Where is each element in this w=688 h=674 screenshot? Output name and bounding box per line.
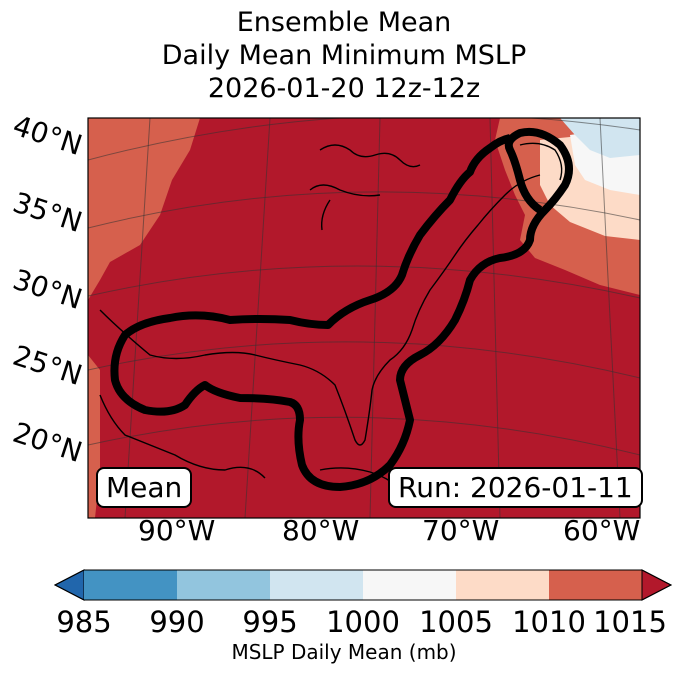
colorbar-bin-995-1000 (270, 570, 363, 600)
pressure-field-blue (560, 118, 640, 158)
colorbar-tick-1010: 1010 (512, 605, 586, 639)
map-area (88, 118, 640, 518)
graticule (88, 118, 640, 518)
title-line-1: Ensemble Mean (236, 7, 452, 38)
mean-label-box: Mean (96, 467, 193, 508)
lon-label-90w: 90°W (138, 514, 216, 547)
colorbar-bin-1005-1010 (456, 570, 549, 600)
colorbar-label: MSLP Daily Mean (mb) (231, 640, 457, 664)
colorbar-bin-985-990 (84, 570, 177, 600)
colorbar-tick-985: 985 (56, 605, 112, 639)
colorbar-tick-1015: 1015 (593, 605, 667, 639)
run-label-box: Run: 2026-01-11 (388, 467, 643, 508)
colorbar-tick-1005: 1005 (419, 605, 493, 639)
colorbar-extend-high (641, 569, 673, 601)
colorbar-tick-990: 990 (149, 605, 205, 639)
colorbar-tick-995: 995 (242, 605, 298, 639)
colorbar-bin-1000-1005 (363, 570, 456, 600)
ensemble-contour (110, 127, 573, 491)
colorbar-tick-1000: 1000 (326, 605, 400, 639)
lon-label-80w: 80°W (282, 514, 360, 547)
lon-label-70w: 70°W (422, 514, 500, 547)
colorbar-bin-1010-1015 (549, 570, 642, 600)
title-line-2: Daily Mean Minimum MSLP (161, 40, 527, 71)
title-line-3: 2026-01-20 12z-12z (207, 73, 481, 104)
colorbar-extend-low (53, 569, 85, 601)
lon-label-60w: 60°W (563, 514, 641, 547)
colorbar-bin-990-995 (177, 570, 270, 600)
map-frame (87, 117, 641, 519)
colorbar (53, 569, 673, 601)
